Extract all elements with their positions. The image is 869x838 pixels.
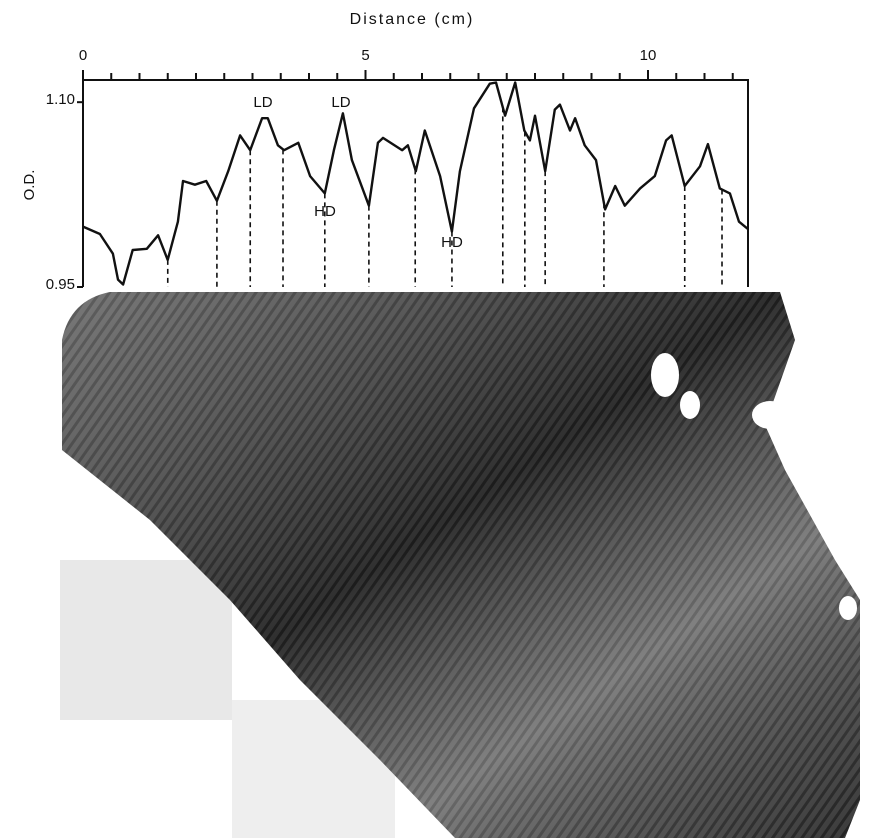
void	[839, 596, 857, 620]
annotation: HD	[441, 234, 463, 251]
x-tick-label: 0	[79, 47, 87, 64]
void	[680, 391, 700, 419]
plot-frame	[82, 79, 749, 287]
annotation: LD	[253, 94, 272, 111]
annotation: LD	[331, 94, 350, 111]
coral-shading	[62, 292, 860, 838]
void	[651, 353, 679, 397]
void	[752, 401, 788, 429]
annotation: HD	[314, 203, 336, 220]
y-tick-label: 0.95	[46, 276, 75, 293]
y-tick-label: 1.10	[46, 91, 75, 108]
x-tick-label: 10	[640, 47, 657, 64]
coral-xray	[60, 292, 860, 838]
od-trace	[82, 81, 749, 286]
x-tick-label: 5	[361, 47, 369, 64]
photo-margin	[60, 560, 232, 720]
y-axis-title: O.D.	[21, 170, 38, 201]
x-axis-title: Distance (cm)	[350, 11, 475, 28]
